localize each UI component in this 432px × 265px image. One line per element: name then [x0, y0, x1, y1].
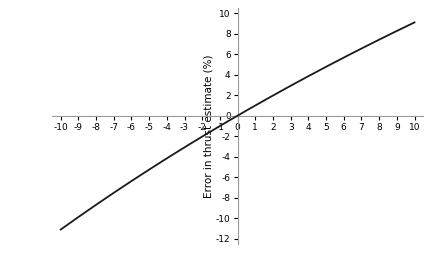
Y-axis label: Error in thrust estimate (%): Error in thrust estimate (%) — [203, 54, 213, 198]
